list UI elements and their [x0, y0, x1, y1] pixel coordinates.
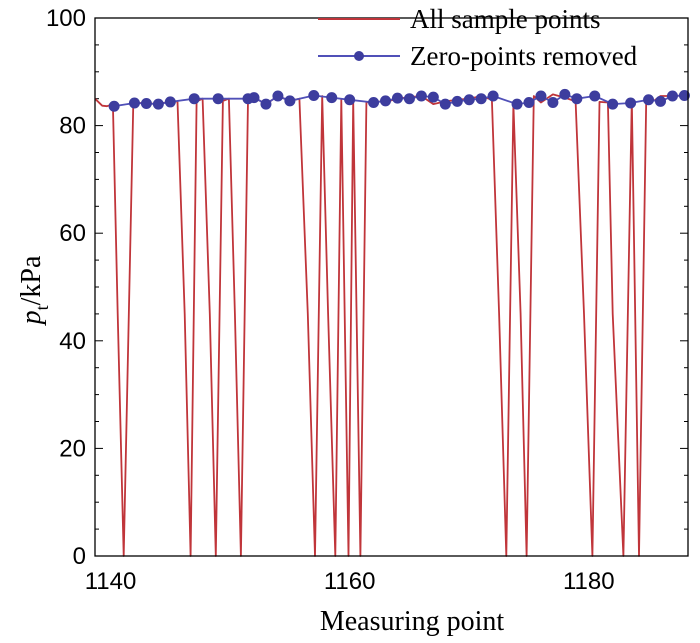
series-layer [94, 88, 690, 557]
data-point-zero-points-removed [391, 92, 403, 104]
y-tick-label: 60 [59, 220, 86, 247]
y-tick-label: 20 [59, 435, 86, 462]
data-point-zero-points-removed [571, 93, 583, 105]
series-line-all-sample-points [94, 93, 685, 557]
y-axis-title-unit: /kPa [16, 255, 47, 305]
data-point-zero-points-removed [308, 89, 320, 101]
data-point-zero-points-removed [212, 93, 224, 105]
data-point-zero-points-removed [607, 98, 619, 110]
legend: All sample points Zero-points removed [318, 4, 638, 71]
data-point-zero-points-removed [511, 98, 523, 110]
y-tick-labels: 0 20 40 60 80 100 [46, 5, 86, 570]
data-point-zero-points-removed [368, 96, 380, 108]
data-point-zero-points-removed [535, 90, 547, 102]
x-axis-title: Measuring point [320, 606, 505, 637]
data-point-zero-points-removed [188, 93, 200, 105]
x-tick-label: 1140 [85, 568, 137, 595]
data-point-zero-points-removed [152, 98, 164, 110]
data-point-zero-points-removed [463, 94, 475, 106]
data-point-zero-points-removed [284, 95, 296, 107]
data-point-zero-points-removed [380, 95, 392, 107]
data-point-zero-points-removed [128, 97, 140, 109]
y-tick-label: 0 [73, 543, 86, 570]
data-point-zero-points-removed [108, 100, 120, 112]
x-tick-labels: 1140 1160 1180 [85, 568, 615, 595]
data-point-zero-points-removed [326, 92, 338, 104]
data-point-zero-points-removed [164, 96, 176, 108]
data-point-zero-points-removed [547, 96, 559, 108]
data-point-zero-points-removed [523, 96, 535, 108]
y-axis-title: pt/kPa [16, 255, 52, 326]
y-axis-title-main: p [16, 310, 47, 326]
data-point-zero-points-removed [487, 90, 499, 102]
data-point-zero-points-removed [559, 88, 571, 100]
data-point-zero-points-removed [427, 91, 439, 103]
y-tick-label: 100 [46, 5, 86, 32]
data-point-zero-points-removed [439, 98, 451, 110]
data-point-zero-points-removed [655, 95, 667, 107]
legend-label-zero-points-removed: Zero-points removed [410, 41, 638, 71]
y-axis-title-sub: t [32, 305, 52, 310]
data-point-zero-points-removed [643, 94, 655, 106]
y-tick-label: 40 [59, 328, 86, 355]
data-point-zero-points-removed [589, 90, 601, 102]
data-point-zero-points-removed [272, 90, 284, 102]
data-point-zero-points-removed [403, 93, 415, 105]
y-axis-ticks [95, 17, 688, 557]
x-tick-label: 1180 [563, 568, 615, 595]
data-point-zero-points-removed [260, 98, 272, 110]
data-point-zero-points-removed [451, 95, 463, 107]
data-point-zero-points-removed [666, 90, 678, 102]
x-tick-label: 1160 [324, 568, 376, 595]
data-point-zero-points-removed [415, 90, 427, 102]
data-point-zero-points-removed [140, 98, 152, 110]
legend-marker-zero-points-removed [354, 51, 364, 61]
data-point-zero-points-removed [678, 89, 690, 101]
legend-label-all-sample-points: All sample points [410, 4, 601, 34]
data-point-zero-points-removed [475, 93, 487, 105]
y-tick-label: 80 [59, 113, 86, 140]
data-point-zero-points-removed [625, 97, 637, 109]
data-point-zero-points-removed [248, 92, 260, 104]
data-point-zero-points-removed [344, 94, 356, 106]
